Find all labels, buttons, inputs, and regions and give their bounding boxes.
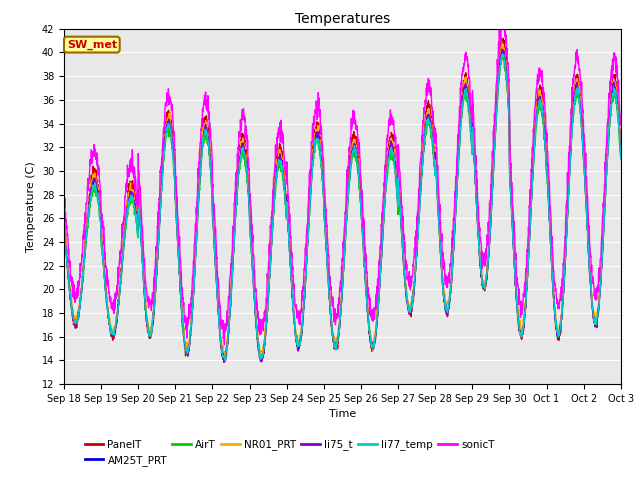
li77_temp <box>584 227 591 233</box>
li77_temp <box>499 51 506 57</box>
Y-axis label: Temperature (C): Temperature (C) <box>26 161 36 252</box>
sonicT <box>216 302 223 308</box>
AM25T_PRT <box>584 227 591 233</box>
Title: Temperatures: Temperatures <box>295 12 390 26</box>
PanelT <box>568 114 576 120</box>
AirT <box>216 320 223 325</box>
li75_t <box>505 104 513 110</box>
sonicT <box>568 84 576 90</box>
sonicT <box>500 14 508 20</box>
NR01_PRT <box>371 332 379 337</box>
Line: li75_t: li75_t <box>64 49 621 362</box>
AirT <box>505 108 513 114</box>
AM25T_PRT <box>505 104 513 110</box>
li75_t <box>568 124 576 130</box>
AM25T_PRT <box>216 319 223 325</box>
PanelT <box>505 97 513 103</box>
Line: li77_temp: li77_temp <box>64 54 621 361</box>
PanelT <box>216 319 223 324</box>
sonicT <box>505 78 513 84</box>
li77_temp <box>568 125 576 131</box>
AM25T_PRT <box>371 334 379 339</box>
NR01_PRT <box>60 216 68 222</box>
li77_temp <box>359 234 367 240</box>
PanelT <box>617 144 625 149</box>
NR01_PRT <box>258 355 266 361</box>
Line: AirT: AirT <box>64 53 621 360</box>
AM25T_PRT <box>568 125 576 131</box>
AM25T_PRT <box>617 154 625 159</box>
li75_t <box>498 46 506 52</box>
li75_t <box>216 322 223 327</box>
li75_t <box>359 230 367 236</box>
X-axis label: Time: Time <box>329 409 356 419</box>
AirT <box>60 227 68 232</box>
Text: SW_met: SW_met <box>67 39 117 50</box>
sonicT <box>584 193 591 199</box>
PanelT <box>220 359 228 365</box>
AirT <box>568 131 576 136</box>
sonicT <box>221 342 228 348</box>
AirT <box>371 338 379 344</box>
AirT <box>359 235 367 240</box>
NR01_PRT <box>505 99 513 105</box>
li77_temp <box>617 157 625 163</box>
li75_t <box>60 219 68 225</box>
PanelT <box>359 223 367 228</box>
Legend: PanelT, AM25T_PRT, AirT, NR01_PRT, li75_t, li77_temp, sonicT: PanelT, AM25T_PRT, AirT, NR01_PRT, li75_… <box>81 435 499 470</box>
sonicT <box>371 309 379 315</box>
Line: NR01_PRT: NR01_PRT <box>64 45 621 358</box>
AM25T_PRT <box>359 229 367 235</box>
AM25T_PRT <box>499 50 507 56</box>
AirT <box>617 156 625 162</box>
li75_t <box>584 226 591 232</box>
li77_temp <box>505 107 513 113</box>
NR01_PRT <box>498 42 506 48</box>
PanelT <box>499 36 507 41</box>
PanelT <box>371 339 379 345</box>
NR01_PRT <box>584 223 591 229</box>
Line: PanelT: PanelT <box>64 38 621 362</box>
AM25T_PRT <box>221 357 228 363</box>
li75_t <box>220 360 228 365</box>
AirT <box>584 223 591 228</box>
AirT <box>499 50 507 56</box>
li77_temp <box>60 226 68 231</box>
li77_temp <box>216 323 223 328</box>
NR01_PRT <box>359 223 367 228</box>
sonicT <box>617 114 625 120</box>
NR01_PRT <box>216 319 223 324</box>
PanelT <box>60 215 68 220</box>
li77_temp <box>221 359 229 364</box>
NR01_PRT <box>617 149 625 155</box>
li75_t <box>617 149 625 155</box>
li75_t <box>371 339 379 345</box>
li77_temp <box>371 337 379 343</box>
sonicT <box>60 189 68 195</box>
PanelT <box>584 223 591 228</box>
NR01_PRT <box>568 124 576 130</box>
AirT <box>220 357 227 362</box>
Line: sonicT: sonicT <box>64 17 621 345</box>
Line: AM25T_PRT: AM25T_PRT <box>64 53 621 360</box>
AM25T_PRT <box>60 225 68 231</box>
sonicT <box>359 206 367 212</box>
